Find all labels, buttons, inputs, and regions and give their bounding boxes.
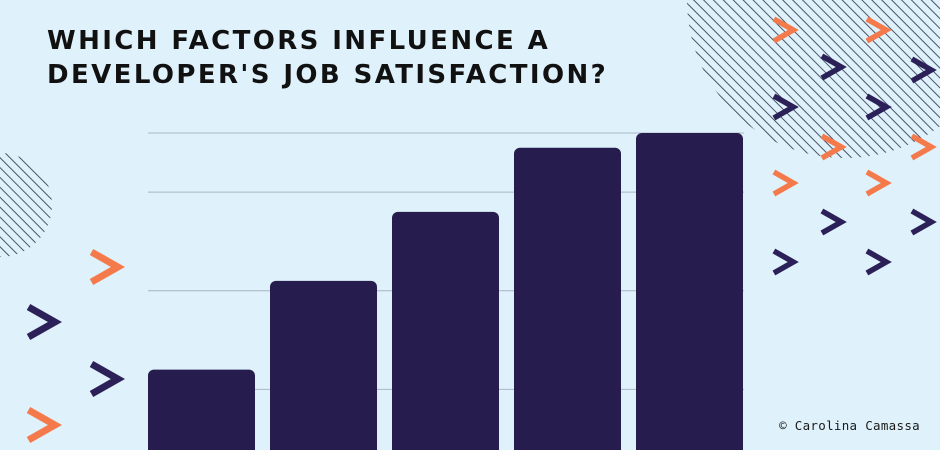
chevron-icon [865, 93, 892, 121]
bar-4 [514, 147, 621, 450]
chevron-icon [820, 53, 847, 81]
chevron-icon [865, 248, 892, 276]
bar-2 [270, 280, 377, 450]
bar-3 [392, 211, 499, 450]
chart-bars [148, 133, 743, 450]
hatched-circle-left [0, 153, 52, 257]
chevron-icon [26, 406, 62, 444]
chevron-icon [89, 248, 125, 286]
chevron-icon [865, 169, 892, 197]
chevron-icon [820, 133, 847, 161]
title-line-1: WHICH FACTORS INFLUENCE A [47, 26, 551, 56]
chevron-icon [820, 208, 847, 236]
chevron-icon [910, 133, 937, 161]
title-line-2: DEVELOPER'S JOB SATISFACTION? [47, 60, 609, 90]
credit-text: © Carolina Camassa [779, 418, 920, 433]
page-title: WHICH FACTORS INFLUENCE A DEVELOPER'S JO… [47, 24, 608, 92]
chevron-icon [772, 169, 799, 197]
chevron-icon [910, 56, 937, 84]
chevron-icon [26, 303, 62, 341]
bar-5 [636, 133, 743, 450]
chevron-icon [772, 248, 799, 276]
chevron-icon [772, 93, 799, 121]
hatched-circle-top-right [687, 0, 940, 158]
chevron-icon [772, 16, 799, 44]
bar-1 [148, 369, 255, 450]
chevron-icon [910, 208, 937, 236]
chevron-icon [865, 16, 892, 44]
chevron-icon [89, 360, 125, 398]
